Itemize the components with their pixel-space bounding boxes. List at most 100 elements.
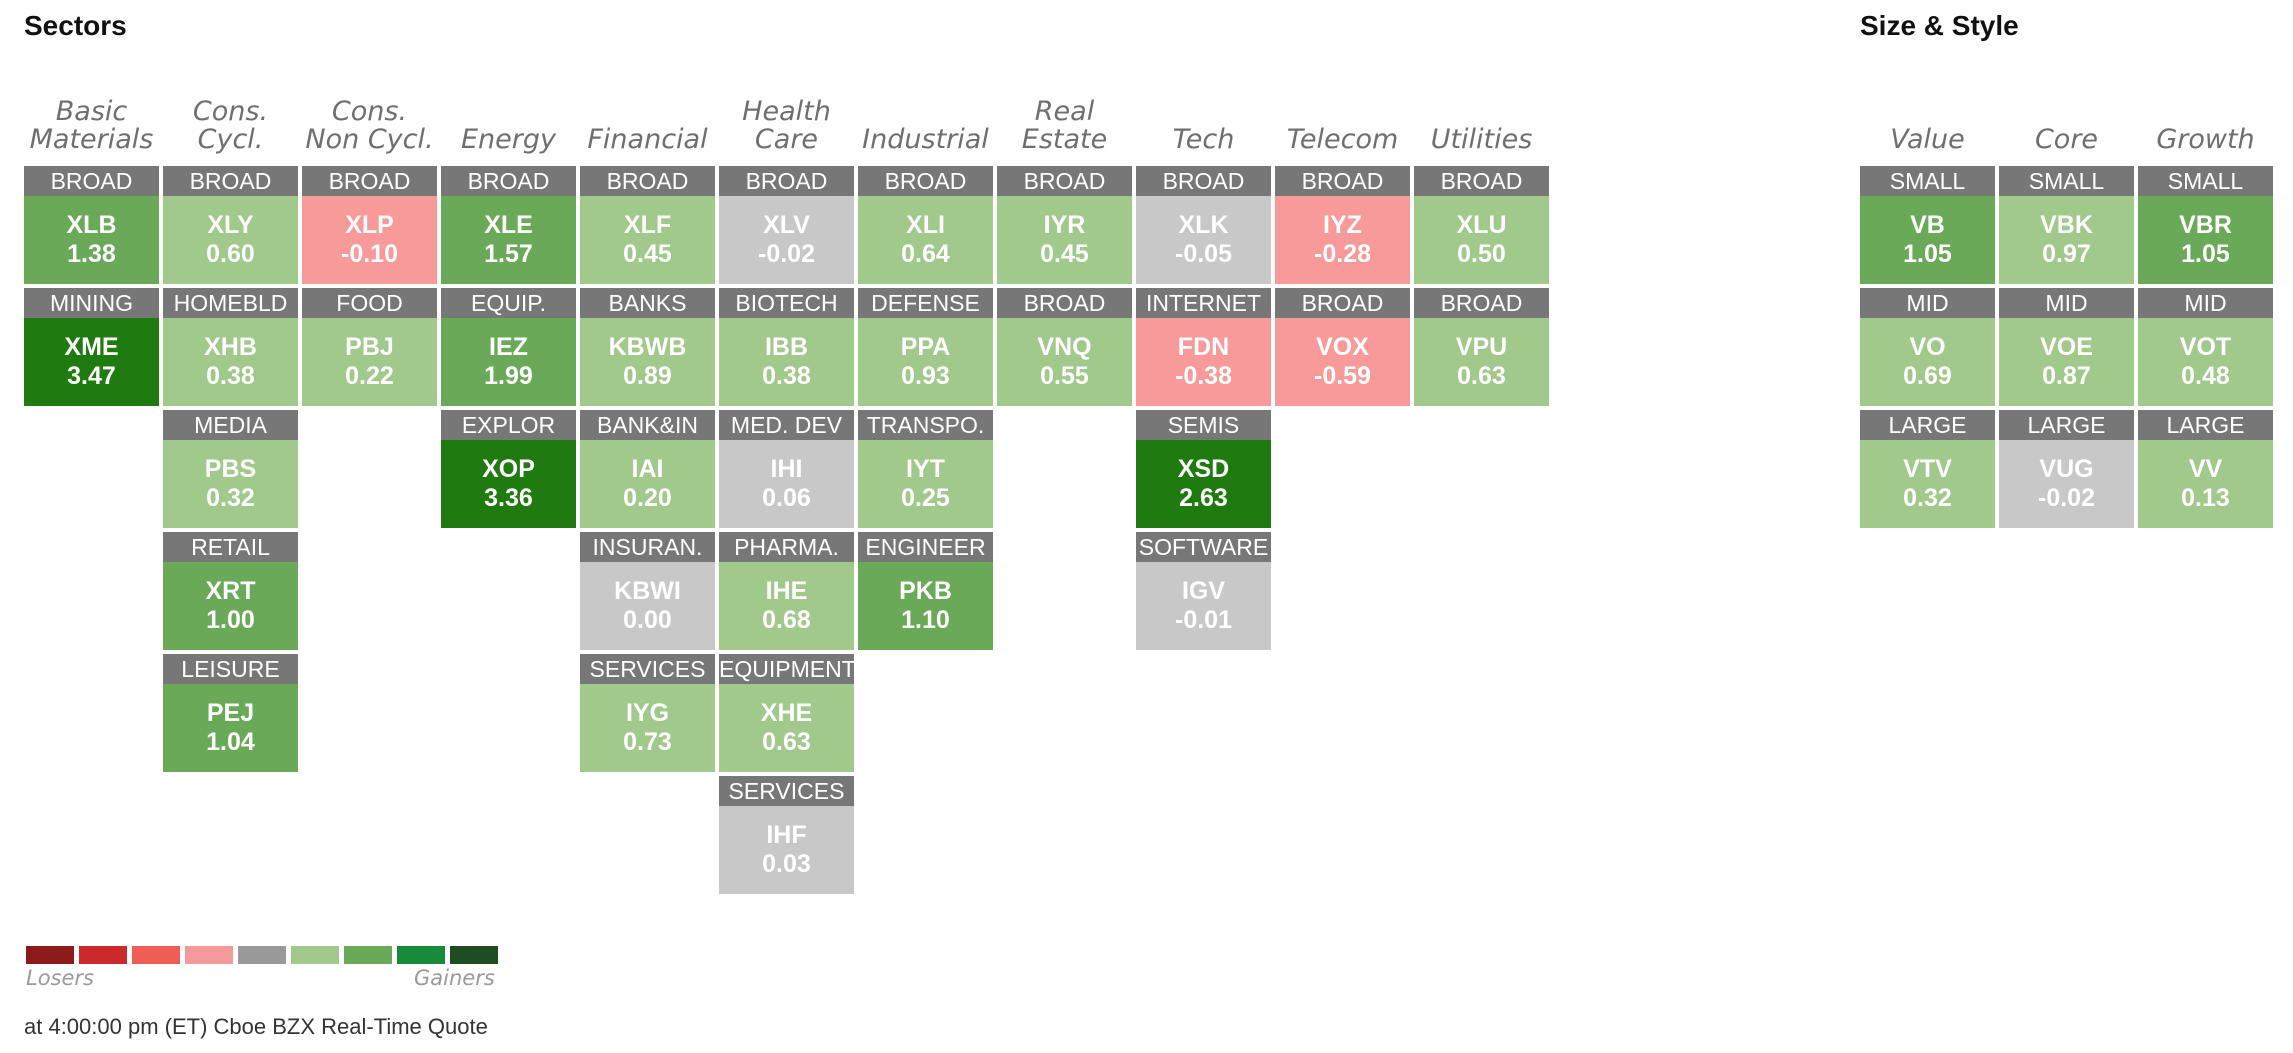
etf-tile-xlp[interactable]: BROAD XLP -0.10 xyxy=(302,166,437,284)
etf-tile-xlk[interactable]: BROAD XLK -0.05 xyxy=(1136,166,1271,284)
etf-tile-vbk[interactable]: SMALL VBK 0.97 xyxy=(1999,166,2134,284)
etf-tile-vo[interactable]: MID VO 0.69 xyxy=(1860,288,1995,406)
ticker-symbol: KBWB xyxy=(608,333,687,361)
etf-tile-vb[interactable]: SMALL VB 1.05 xyxy=(1860,166,1995,284)
tile-category-label: LARGE xyxy=(1999,410,2134,440)
etf-tile-xme[interactable]: MINING XME 3.47 xyxy=(24,288,159,406)
percent-change: 0.97 xyxy=(2042,240,2091,268)
percent-change: 3.36 xyxy=(484,484,533,512)
etf-tile-pbj[interactable]: FOOD PBJ 0.22 xyxy=(302,288,437,406)
etf-tile-pej[interactable]: LEISURE PEJ 1.04 xyxy=(163,654,298,772)
percent-change: 0.69 xyxy=(1903,362,1952,390)
column-header: Basic Materials xyxy=(29,96,154,155)
etf-tile-xsd[interactable]: SEMIS XSD 2.63 xyxy=(1136,410,1271,528)
tile-category-label: BIOTECH xyxy=(719,288,854,318)
tile-body: IAI 0.20 xyxy=(580,440,715,528)
tile-stack: SMALL VBK 0.97 MID VOE 0.87 LARGE VUG -0.02 xyxy=(1999,166,2134,528)
percent-change: 0.03 xyxy=(762,850,811,878)
etf-tile-voe[interactable]: MID VOE 0.87 xyxy=(1999,288,2134,406)
ticker-symbol: XLK xyxy=(1178,211,1229,239)
legend-swatch-2 xyxy=(79,946,127,964)
tile-body: VV 0.13 xyxy=(2138,440,2273,528)
etf-tile-vtv[interactable]: LARGE VTV 0.32 xyxy=(1860,410,1995,528)
etf-tile-ibb[interactable]: BIOTECH IBB 0.38 xyxy=(719,288,854,406)
etf-tile-xlu[interactable]: BROAD XLU 0.50 xyxy=(1414,166,1549,284)
etf-tile-iyz[interactable]: BROAD IYZ -0.28 xyxy=(1275,166,1410,284)
tile-category-label: BROAD xyxy=(1275,166,1410,196)
etf-tile-vox[interactable]: BROAD VOX -0.59 xyxy=(1275,288,1410,406)
ticker-symbol: IBB xyxy=(764,333,809,361)
etf-tile-xrt[interactable]: RETAIL XRT 1.00 xyxy=(163,532,298,650)
etf-tile-fdn[interactable]: INTERNET FDN -0.38 xyxy=(1136,288,1271,406)
ticker-symbol: XOP xyxy=(482,455,535,483)
ticker-symbol: XLP xyxy=(345,211,394,239)
etf-tile-xli[interactable]: BROAD XLI 0.64 xyxy=(858,166,993,284)
etf-tile-pbs[interactable]: MEDIA PBS 0.32 xyxy=(163,410,298,528)
etf-tile-xop[interactable]: EXPLOR XOP 3.36 xyxy=(441,410,576,528)
etf-tile-vnq[interactable]: BROAD VNQ 0.55 xyxy=(997,288,1132,406)
tile-body: VOX -0.59 xyxy=(1275,318,1410,406)
etf-tile-kbwi[interactable]: INSURAN. KBWI 0.00 xyxy=(580,532,715,650)
tile-stack: BROAD IYZ -0.28 BROAD VOX -0.59 xyxy=(1275,166,1410,406)
tile-stack: BROAD XLK -0.05 INTERNET FDN -0.38 SEMIS XSD 2.6… xyxy=(1136,166,1271,650)
percent-change: 2.63 xyxy=(1179,484,1228,512)
percent-change: 0.68 xyxy=(762,606,811,634)
ticker-symbol: KBWI xyxy=(614,577,681,605)
percent-change: 0.93 xyxy=(901,362,950,390)
etf-tile-vpu[interactable]: BROAD VPU 0.63 xyxy=(1414,288,1549,406)
etf-tile-vug[interactable]: LARGE VUG -0.02 xyxy=(1999,410,2134,528)
etf-tile-iez[interactable]: EQUIP. IEZ 1.99 xyxy=(441,288,576,406)
ticker-symbol: XME xyxy=(64,333,119,361)
etf-tile-xle[interactable]: BROAD XLE 1.57 xyxy=(441,166,576,284)
column-health-care: Health Care BROAD XLV -0.02 BIOTECH IBB 0.38 ME… xyxy=(719,84,854,894)
column-real-estate: Real Estate BROAD IYR 0.45 BROAD VNQ 0.55 xyxy=(997,84,1132,406)
etf-tile-iyr[interactable]: BROAD IYR 0.45 xyxy=(997,166,1132,284)
tile-category-label: BROAD xyxy=(441,166,576,196)
tile-body: VBK 0.97 xyxy=(1999,196,2134,284)
etf-tile-xhb[interactable]: HOMEBLD XHB 0.38 xyxy=(163,288,298,406)
etf-tile-xhe[interactable]: EQUIPMENT XHE 0.63 xyxy=(719,654,854,772)
etf-tile-igv[interactable]: SOFTWARE IGV -0.01 xyxy=(1136,532,1271,650)
legend-labels: Losers Gainers xyxy=(26,964,506,990)
etf-tile-vot[interactable]: MID VOT 0.48 xyxy=(2138,288,2273,406)
column-telecom: Telecom BROAD IYZ -0.28 BROAD VOX -0.59 xyxy=(1275,84,1410,406)
etf-tile-kbwb[interactable]: BANKS KBWB 0.89 xyxy=(580,288,715,406)
etf-tile-pkb[interactable]: ENGINEER PKB 1.10 xyxy=(858,532,993,650)
etf-tile-iyt[interactable]: TRANSPO. IYT 0.25 xyxy=(858,410,993,528)
etf-tile-ihi[interactable]: MED. DEV IHI 0.06 xyxy=(719,410,854,528)
tile-body: IYR 0.45 xyxy=(997,196,1132,284)
tile-category-label: FOOD xyxy=(302,288,437,318)
tile-category-label: MID xyxy=(2138,288,2273,318)
column-header: Tech xyxy=(1172,124,1235,155)
column-header: Energy xyxy=(460,124,556,155)
percent-change: -0.59 xyxy=(1314,362,1371,390)
percent-change: 0.45 xyxy=(1040,240,1089,268)
ticker-symbol: VOX xyxy=(1316,333,1369,361)
etf-tile-xly[interactable]: BROAD XLY 0.60 xyxy=(163,166,298,284)
etf-tile-iyg[interactable]: SERVICES IYG 0.73 xyxy=(580,654,715,772)
percent-change: 0.32 xyxy=(206,484,255,512)
etf-tile-xlv[interactable]: BROAD XLV -0.02 xyxy=(719,166,854,284)
ticker-symbol: XHE xyxy=(760,699,813,727)
tile-stack: BROAD IYR 0.45 BROAD VNQ 0.55 xyxy=(997,166,1132,406)
column-header: Financial xyxy=(587,124,708,155)
ticker-symbol: XSD xyxy=(1177,455,1230,483)
etf-tile-xlb[interactable]: BROAD XLB 1.38 xyxy=(24,166,159,284)
tile-body: XLB 1.38 xyxy=(24,196,159,284)
tile-category-label: EQUIPMENT xyxy=(719,654,854,684)
etf-tile-iai[interactable]: BANK&IN IAI 0.20 xyxy=(580,410,715,528)
tile-stack: BROAD XLB 1.38 MINING XME 3.47 xyxy=(24,166,159,406)
column-industrial: Industrial BROAD XLI 0.64 DEFENSE PPA 0.93 TRAN… xyxy=(858,84,993,650)
etf-tile-vbr[interactable]: SMALL VBR 1.05 xyxy=(2138,166,2273,284)
tile-category-label: BROAD xyxy=(1414,288,1549,318)
tile-body: VPU 0.63 xyxy=(1414,318,1549,406)
etf-tile-ihe[interactable]: PHARMA. IHE 0.68 xyxy=(719,532,854,650)
etf-tile-ihf[interactable]: SERVICES IHF 0.03 xyxy=(719,776,854,894)
column-basic-materials: Basic Materials BROAD XLB 1.38 MINING XME 3.47 xyxy=(24,84,159,406)
etf-tile-ppa[interactable]: DEFENSE PPA 0.93 xyxy=(858,288,993,406)
tile-body: XHE 0.63 xyxy=(719,684,854,772)
etf-tile-vv[interactable]: LARGE VV 0.13 xyxy=(2138,410,2273,528)
etf-tile-xlf[interactable]: BROAD XLF 0.45 xyxy=(580,166,715,284)
ticker-symbol: PPA xyxy=(900,333,951,361)
ticker-symbol: PBJ xyxy=(345,333,394,361)
